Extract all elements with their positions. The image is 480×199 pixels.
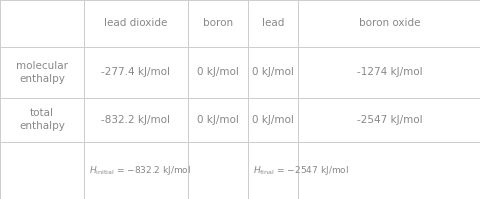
Text: 0 kJ/mol: 0 kJ/mol xyxy=(252,67,293,77)
Text: 0 kJ/mol: 0 kJ/mol xyxy=(196,115,238,125)
Text: $\mathit{H}_{\mathrm{initial}}$ = −832.2 kJ/mol: $\mathit{H}_{\mathrm{initial}}$ = −832.2… xyxy=(89,164,191,177)
Text: lead: lead xyxy=(261,18,284,28)
Text: -277.4 kJ/mol: -277.4 kJ/mol xyxy=(101,67,170,77)
Text: total
enthalpy: total enthalpy xyxy=(19,108,65,132)
Text: -1274 kJ/mol: -1274 kJ/mol xyxy=(356,67,421,77)
Text: -2547 kJ/mol: -2547 kJ/mol xyxy=(356,115,421,125)
Text: $\mathit{H}_{\mathrm{final}}$ = −2547 kJ/mol: $\mathit{H}_{\mathrm{final}}$ = −2547 kJ… xyxy=(252,164,348,177)
Text: lead dioxide: lead dioxide xyxy=(104,18,167,28)
Text: -832.2 kJ/mol: -832.2 kJ/mol xyxy=(101,115,170,125)
Text: 0 kJ/mol: 0 kJ/mol xyxy=(252,115,293,125)
Text: molecular
enthalpy: molecular enthalpy xyxy=(16,60,68,84)
Text: boron oxide: boron oxide xyxy=(358,18,420,28)
Text: boron: boron xyxy=(202,18,232,28)
Text: 0 kJ/mol: 0 kJ/mol xyxy=(196,67,238,77)
